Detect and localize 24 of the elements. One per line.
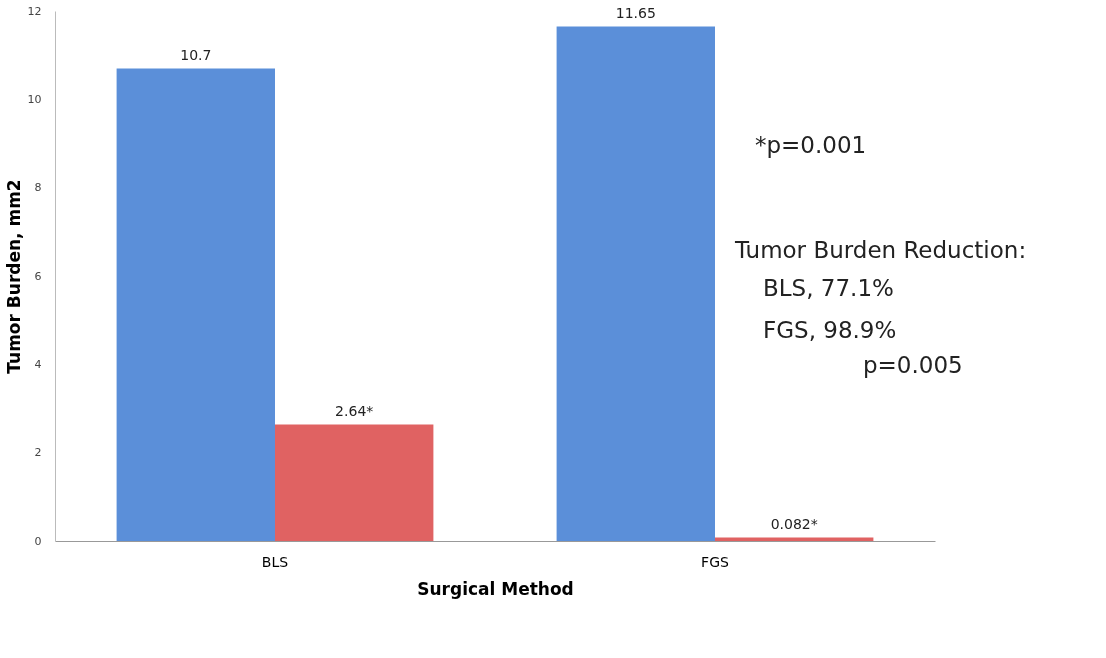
- annotation: *p=0.001: [755, 132, 867, 158]
- x-tick-label: BLS: [261, 553, 289, 570]
- annotation: p=0.005: [863, 352, 963, 378]
- annotation: Tumor Burden Reduction:: [734, 237, 1027, 263]
- annotation: FGS, 98.9%: [763, 317, 897, 343]
- y-tick-label: 0: [34, 534, 42, 548]
- x-tick-label: FGS: [701, 553, 729, 570]
- y-tick-label: 6: [34, 269, 42, 283]
- data-label: 10.7: [180, 47, 212, 64]
- bar: [556, 26, 715, 541]
- y-tick-label: 8: [34, 181, 42, 195]
- bar: [116, 68, 275, 541]
- bar: [715, 537, 874, 541]
- bar: [275, 424, 434, 541]
- y-tick-label: 12: [27, 4, 42, 18]
- annotation: BLS, 77.1%: [763, 275, 894, 301]
- y-tick-label: 10: [27, 92, 42, 106]
- y-axis-title: Tumor Burden, mm2: [3, 179, 24, 374]
- data-label: 0.082*: [770, 516, 818, 533]
- data-label: 2.64*: [335, 403, 374, 420]
- x-axis-title: Surgical Method: [417, 578, 574, 599]
- y-tick-label: 4: [34, 357, 42, 371]
- y-tick-label: 2: [34, 446, 42, 460]
- data-label: 11.65: [615, 5, 656, 22]
